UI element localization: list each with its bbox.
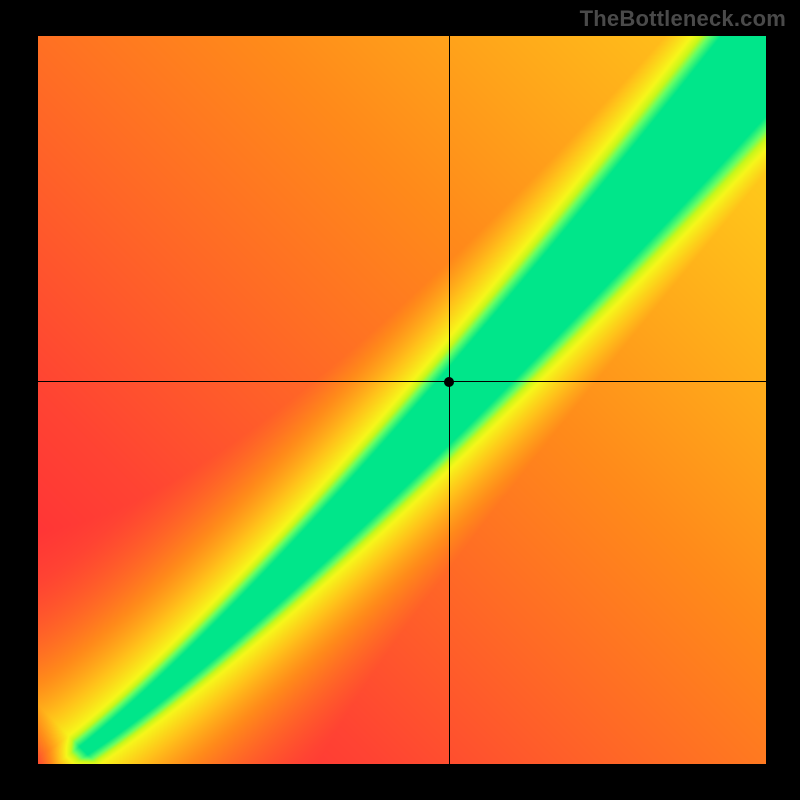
- chart-container: TheBottleneck.com: [0, 0, 800, 800]
- heatmap-canvas: [38, 36, 766, 764]
- crosshair-horizontal: [38, 381, 766, 382]
- watermark-text: TheBottleneck.com: [580, 6, 786, 32]
- crosshair-vertical: [449, 36, 450, 764]
- plot-area: [38, 36, 766, 764]
